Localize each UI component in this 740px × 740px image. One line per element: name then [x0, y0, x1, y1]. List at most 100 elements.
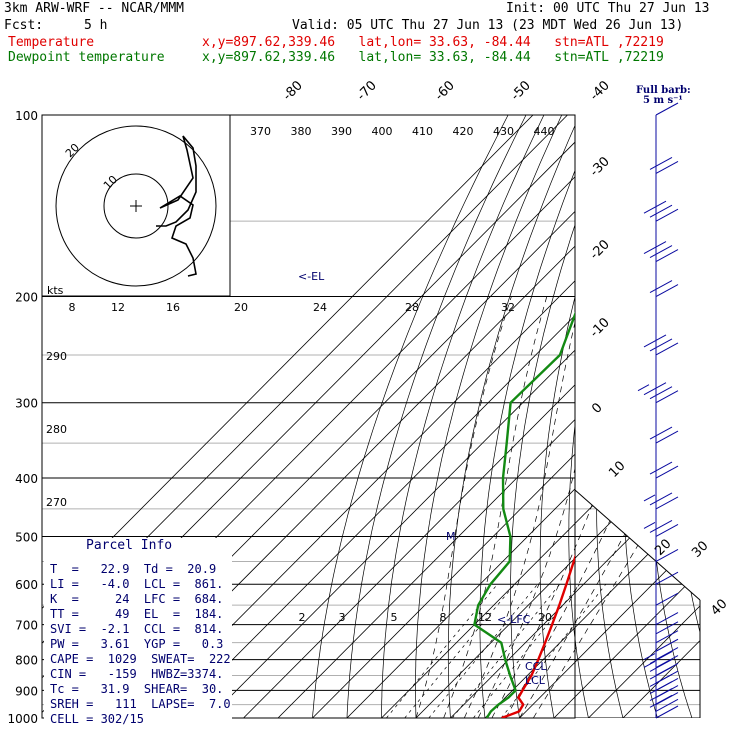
max-level-marker: M [446, 530, 456, 543]
wind-barb [655, 548, 679, 562]
mixing-ratio-line [501, 583, 607, 718]
parcel-info-row: Tc = 31.9 SHEAR= 30. [50, 682, 224, 696]
wind-barb-flag [655, 102, 679, 116]
moist-adiabat [415, 296, 512, 718]
isotherm [381, 115, 700, 718]
moist-adiabat [477, 296, 611, 718]
wind-barb-flag [649, 651, 673, 665]
wind-barb-flag [655, 685, 679, 699]
wind-barb-flag [655, 208, 679, 222]
wind-barb-flag [655, 524, 679, 537]
wind-barb-flag [655, 663, 679, 676]
moist-adiabat [519, 296, 700, 718]
wind-barb-flag [655, 677, 679, 691]
theta-label: 410 [412, 125, 433, 138]
wind-barb-flag [655, 630, 679, 644]
dry-adiabat [649, 115, 700, 718]
isotherm-label: -50 [508, 78, 534, 104]
temperature-profile [501, 554, 575, 718]
theta-label: 380 [291, 125, 312, 138]
parcel-info-row: SVI = -2.1 CCL = 814. [50, 622, 224, 636]
temperature-legend-label: Temperature [8, 35, 95, 50]
wind-barb [649, 156, 679, 174]
wind-barb-flag [655, 160, 679, 174]
wind-barb-half [643, 494, 656, 502]
dewpoint-legend-info: x,y=897.62,339.46 lat,lon= 33.63, -84.44… [202, 50, 664, 65]
pressure-label: 500 [15, 530, 38, 544]
hodograph-ring [55, 125, 217, 287]
mixing-ratio-label: 32 [501, 301, 515, 314]
isotherm [553, 115, 700, 718]
ccl-marker: CCL [525, 660, 547, 673]
wind-barb [643, 520, 679, 537]
parcel-info-row: LI = -4.0 LCL = 861. [50, 577, 224, 591]
wind-barb-flag [643, 200, 667, 214]
wind-barb-flag [655, 430, 679, 444]
parcel-info-row: K = 24 LFC = 684. [50, 592, 224, 606]
wind-barb-flag [655, 390, 679, 404]
wind-barb-flag [643, 241, 667, 254]
forecast-label: Fcst: [4, 18, 44, 33]
theta-label: 420 [453, 125, 474, 138]
isotherm [588, 115, 700, 718]
dewpoint-legend-label: Dewpoint temperature [8, 50, 165, 65]
mixing-ratio-label: 28 [405, 301, 419, 314]
wind-barb [643, 492, 679, 510]
isotherm [415, 115, 700, 718]
wind-key-units: 5 m s⁻¹ [643, 95, 683, 106]
wind-barb-flag [649, 338, 673, 352]
dry-adiabat [415, 115, 563, 718]
pressure-label: 600 [15, 578, 38, 592]
isotherm-label: 0 [589, 400, 605, 416]
wind-barb-flag [649, 426, 673, 440]
wind-barb-flag [655, 284, 679, 297]
wind-barb-flag [655, 548, 679, 562]
isotherm [622, 115, 700, 718]
dry-adiabat [699, 115, 700, 718]
wind-barb-flag [649, 386, 673, 400]
wind-barb [655, 647, 679, 661]
wind-barb-flag [655, 705, 679, 719]
isotherm-label: -30 [587, 154, 613, 180]
dry-adiabat [568, 115, 652, 718]
wind-barb-flag [655, 571, 679, 585]
wind-barbs [637, 102, 679, 719]
isotherm [484, 115, 700, 718]
wind-barb-flag [655, 249, 679, 262]
wind-barb [637, 382, 679, 404]
wind-barb [655, 621, 679, 635]
wind-barb-flag [655, 670, 679, 684]
dry-adiabat [539, 115, 634, 718]
isotherm-label: -20 [587, 237, 613, 263]
isotherm-label: 40 [708, 597, 730, 619]
moist-adiabat [463, 296, 582, 718]
lcl-marker: LCL [525, 674, 546, 687]
isotherm-label: 10 [606, 459, 628, 481]
wind-barb-half [643, 522, 656, 529]
mixing-ratio-line [452, 583, 560, 718]
wind-barb-half [637, 384, 650, 392]
dry-adiabat [479, 115, 598, 718]
mixing-ratio-line [428, 583, 538, 718]
wind-barb-half [643, 653, 656, 661]
parcel-info-row: CAPE = 1029 SWEAT= 222 [50, 652, 231, 666]
isotherm [42, 115, 534, 718]
pressure-label: 400 [15, 472, 38, 486]
parcel-info-title: Parcel Info [86, 538, 173, 553]
wind-barb-flag [649, 461, 673, 475]
dry-adiabat [724, 115, 740, 731]
pressure-label: 900 [15, 684, 38, 698]
dewpoint-profile [473, 311, 575, 718]
wind-barb-flag [655, 621, 679, 635]
isotherm-label: -40 [587, 78, 613, 104]
parcel-info-row: PW = 3.61 YGP = 0.3 [50, 637, 224, 651]
mixing-ratio-label: 16 [166, 301, 180, 314]
mixing-ratio-label: 12 [111, 301, 125, 314]
pressure-label: 700 [15, 619, 38, 633]
theta-label: 440 [534, 125, 555, 138]
theta-label: 370 [250, 125, 271, 138]
pressure-label: 200 [15, 291, 38, 305]
mixing-ratio-label: 20 [234, 301, 248, 314]
